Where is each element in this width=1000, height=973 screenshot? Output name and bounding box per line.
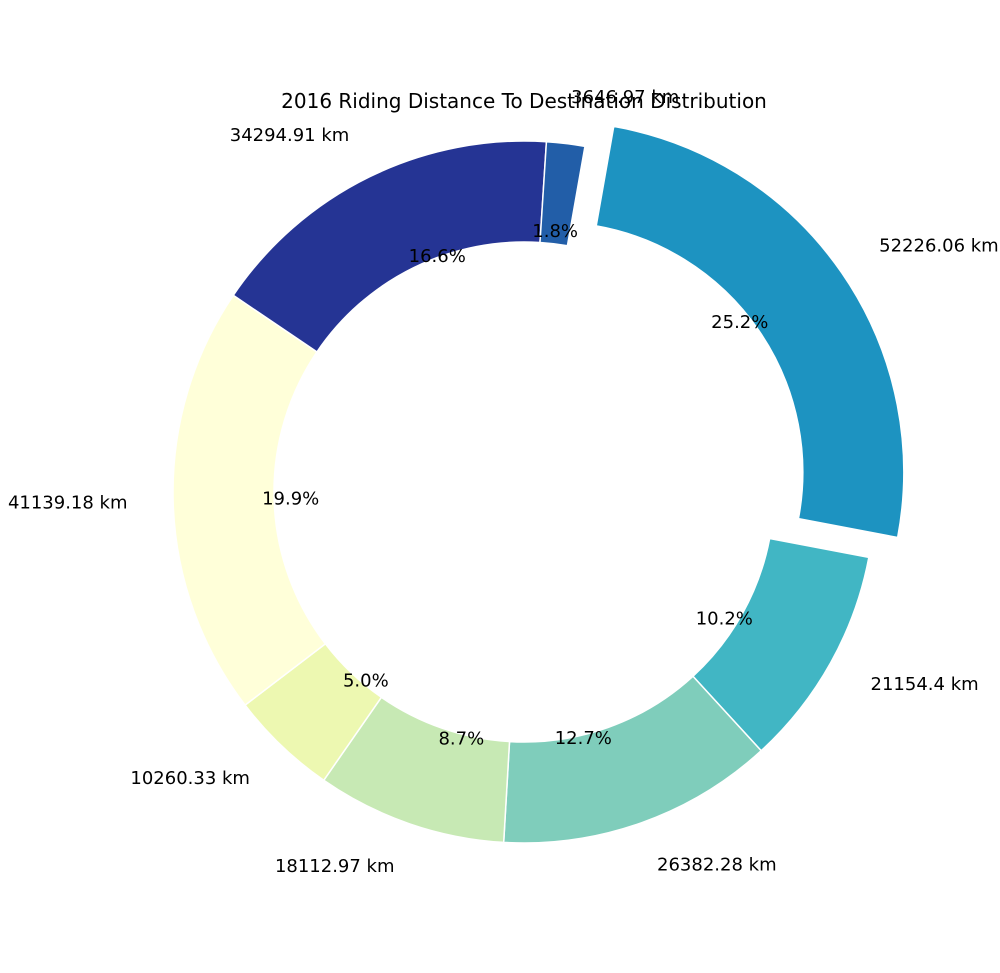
slice-value-label-0: 52226.06 km xyxy=(879,236,999,257)
slice-value-label-7: 3646.97 km xyxy=(571,87,679,108)
slice-value-label-1: 21154.4 km xyxy=(871,674,979,695)
slice-percent-label-0: 25.2% xyxy=(711,312,768,333)
slice-percent-label-1: 10.2% xyxy=(696,608,753,629)
chart-title: 2016 Riding Distance To Destination Dist… xyxy=(281,89,767,113)
slice-value-label-5: 41139.18 km xyxy=(8,492,128,513)
slice-value-label-4: 10260.33 km xyxy=(130,768,250,789)
slice-6 xyxy=(232,140,548,353)
slice-5 xyxy=(172,294,327,707)
slice-percent-label-7: 1.8% xyxy=(532,221,578,242)
slice-value-label-2: 26382.28 km xyxy=(657,855,777,876)
slice-percent-label-5: 19.9% xyxy=(262,489,319,510)
slice-percent-label-4: 5.0% xyxy=(343,670,389,691)
slice-value-label-3: 18112.97 km xyxy=(275,856,395,877)
slice-7 xyxy=(539,140,586,247)
slice-percent-label-6: 16.6% xyxy=(409,246,466,267)
slice-0 xyxy=(595,125,905,539)
slice-value-label-6: 34294.91 km xyxy=(230,125,350,146)
slice-percent-label-2: 12.7% xyxy=(555,728,612,749)
slice-percent-label-3: 8.7% xyxy=(438,729,484,750)
